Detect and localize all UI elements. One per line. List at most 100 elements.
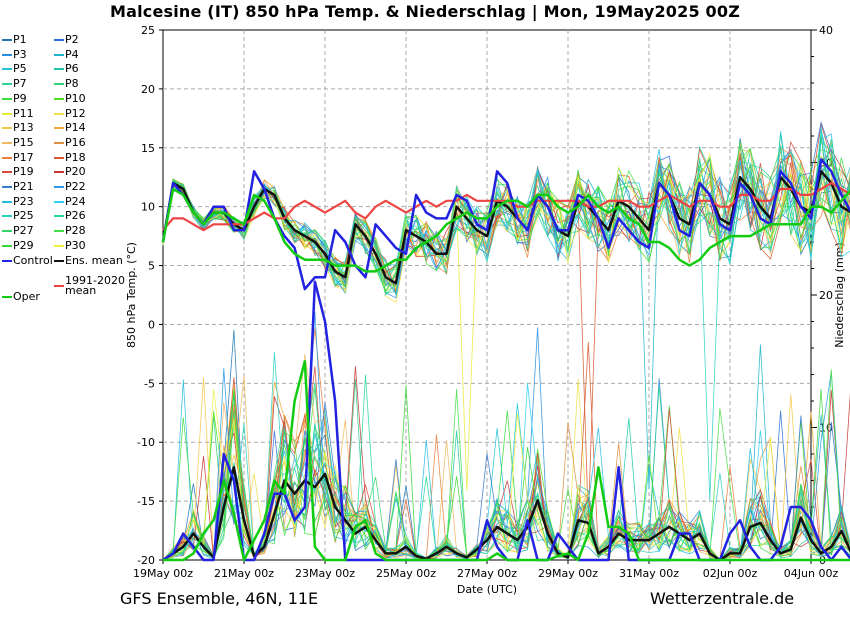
member-precip-line — [162, 351, 850, 561]
y-axis-label-right: Niederschlag (mm) — [833, 242, 846, 347]
legend-swatch — [54, 97, 64, 100]
legend-label: P30 — [65, 238, 86, 252]
legend-item: Oper — [2, 290, 40, 304]
legend: P1 P2 P3 P4 P5 P6 P7 P8 P9 P10 P11 P12 P13 P14 P15 P16 P… — [0, 33, 125, 323]
legend-swatch — [2, 230, 12, 233]
legend-label: Ens. mean — [65, 253, 123, 267]
y-tick-label-left: 25 — [141, 24, 155, 37]
legend-label: P27 — [13, 224, 34, 238]
legend-item: P3 — [2, 48, 27, 62]
legend-item: P4 — [54, 48, 79, 62]
legend-label: P7 — [13, 77, 27, 91]
legend-swatch — [54, 112, 64, 115]
legend-item: P29 — [2, 239, 34, 253]
legend-swatch — [54, 127, 64, 130]
legend-swatch — [2, 244, 12, 247]
legend-item: P12 — [54, 107, 86, 121]
legend-label: P11 — [13, 106, 34, 120]
legend-swatch — [54, 171, 64, 174]
legend-swatch — [54, 83, 64, 86]
legend-label: P21 — [13, 180, 34, 193]
member-precip-line — [162, 328, 850, 561]
legend-label: P15 — [13, 135, 34, 149]
legend-label: P6 — [65, 62, 79, 76]
legend-item: 1991-2020 mean — [54, 275, 127, 296]
legend-item: P28 — [54, 224, 86, 238]
legend-item: P5 — [2, 62, 27, 76]
legend-swatch — [54, 259, 64, 262]
legend-label: P25 — [13, 209, 34, 223]
legend-swatch — [54, 186, 64, 188]
legend-item: P14 — [54, 121, 86, 135]
legend-swatch — [2, 171, 12, 174]
x-tick-label: 04Jun 00z — [784, 567, 839, 580]
legend-label: P12 — [65, 106, 86, 120]
legend-swatch — [2, 68, 12, 71]
legend-swatch — [54, 53, 64, 56]
legend-label: P3 — [13, 47, 27, 61]
legend-swatch — [2, 53, 12, 56]
legend-item: P16 — [54, 136, 86, 150]
legend-item: P13 — [2, 121, 34, 135]
legend-item: P11 — [2, 107, 34, 121]
legend-item: P23 — [2, 195, 34, 209]
y-axis-label-left: 850 hPa Temp. (°C) — [125, 242, 138, 348]
legend-item: Control — [2, 254, 53, 268]
legend-swatch — [2, 39, 12, 41]
legend-item: P10 — [54, 92, 86, 106]
legend-swatch — [54, 215, 64, 218]
legend-label: P24 — [65, 194, 86, 208]
y-tick-label-left: -10 — [137, 436, 155, 449]
y-tick-label-left: 5 — [148, 260, 155, 273]
x-tick-label: 23May 00z — [295, 567, 355, 580]
model-label: GFS Ensemble, 46N, 11E — [120, 589, 319, 608]
legend-item: P27 — [2, 224, 34, 238]
legend-swatch — [2, 186, 12, 188]
legend-swatch — [54, 284, 64, 287]
legend-item: P6 — [54, 62, 79, 76]
legend-label: Control — [13, 253, 53, 267]
legend-swatch — [54, 156, 64, 159]
legend-label: P5 — [13, 62, 27, 76]
legend-item: Ens. mean — [54, 254, 123, 268]
legend-item: P9 — [2, 92, 27, 106]
y-tick-label-left: 0 — [148, 318, 155, 331]
legend-label: P22 — [65, 180, 86, 193]
legend-item: P18 — [54, 151, 86, 165]
series-line-oper — [161, 187, 850, 273]
legend-label: P2 — [65, 33, 79, 46]
series-line-oper-precip — [163, 360, 850, 562]
x-tick-label: 27May 00z — [457, 567, 517, 580]
legend-swatch — [2, 141, 12, 144]
x-tick-label: 19May 00z — [133, 567, 193, 580]
legend-swatch — [2, 259, 12, 262]
legend-item: P22 — [54, 180, 86, 194]
y-tick-label-left: 10 — [141, 201, 155, 214]
legend-label: P13 — [13, 121, 34, 135]
legend-swatch — [2, 215, 12, 218]
legend-item: P7 — [2, 77, 27, 91]
legend-label: P28 — [65, 224, 86, 238]
legend-label: P26 — [65, 209, 86, 223]
member-temp-line — [162, 141, 850, 293]
legend-label: 1991-2020 mean — [65, 273, 125, 297]
source-label: Wetterzentrale.de — [650, 589, 795, 608]
legend-swatch — [54, 244, 64, 247]
legend-item: P17 — [2, 151, 34, 165]
y-tick-label-left: 15 — [141, 142, 155, 155]
y-tick-label-right: 20 — [819, 289, 833, 302]
legend-item: P1 — [2, 33, 27, 47]
legend-label: P17 — [13, 150, 34, 164]
legend-label: P16 — [65, 135, 86, 149]
y-tick-label-right: 40 — [819, 24, 833, 37]
x-tick-label: 21May 00z — [214, 567, 274, 580]
legend-swatch — [54, 141, 64, 144]
legend-label: Oper — [13, 290, 40, 304]
legend-swatch — [2, 83, 12, 86]
legend-label: P10 — [65, 91, 86, 105]
y-tick-label-left: 20 — [141, 83, 155, 96]
legend-label: P20 — [65, 165, 86, 179]
legend-item: P21 — [2, 180, 34, 194]
legend-label: P19 — [13, 165, 34, 179]
